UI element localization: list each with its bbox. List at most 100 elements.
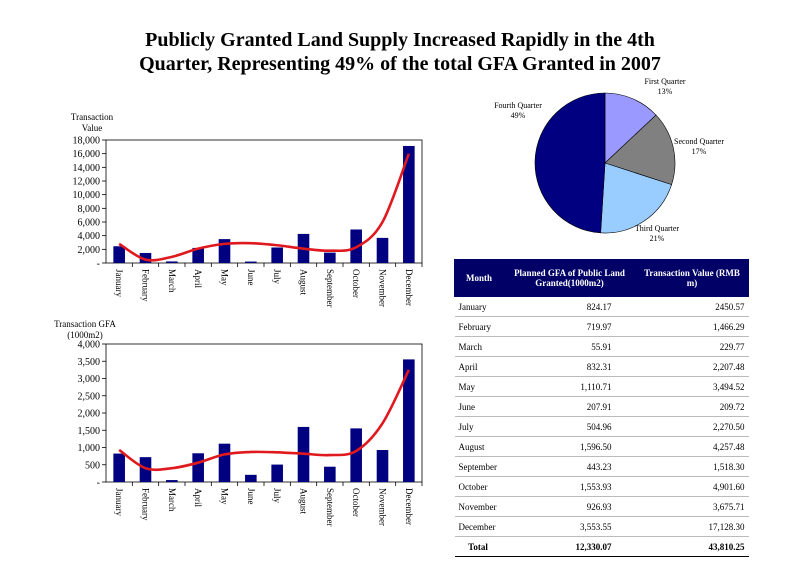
gfa-cell: 926.93 — [503, 496, 636, 517]
pie-slice — [534, 92, 606, 234]
gfa-cell: 824.17 — [503, 296, 636, 317]
value-ytick-label: 4,000 — [78, 231, 101, 242]
month-cell: May — [454, 376, 504, 397]
value-xtick-label: June — [246, 269, 256, 286]
pie-slice — [604, 114, 676, 186]
value-xtick-label: April — [193, 269, 203, 288]
value-cell: 43,810.25 — [635, 536, 749, 557]
gfa-cell: 719.97 — [503, 316, 636, 337]
transaction-value-chart: Transaction Value - 2,000 4,000 6,000 8,000 1… — [71, 112, 423, 308]
month-cell: January — [454, 296, 504, 317]
table-row: October 1,553.93 4,901.60 — [454, 476, 749, 497]
value-ytick-label: 14,000 — [73, 163, 101, 174]
month-cell: March — [454, 336, 504, 357]
value-cell: 3,675.71 — [635, 496, 749, 517]
gfa-xtick-label: July — [272, 488, 282, 504]
value-xtick-label: March — [167, 269, 177, 293]
gfa-xtick-label: December — [404, 488, 414, 525]
value-xtick-label: February — [141, 269, 151, 302]
table-row: April 832.31 2,207.48 — [454, 356, 749, 377]
gfa-trend-line — [118, 369, 410, 472]
value-bar — [245, 261, 257, 263]
pie-slice-percent-label: 17% — [692, 147, 707, 156]
page-title: Publicly Granted Land Supply Increased R… — [0, 28, 800, 76]
pie-slice-percent-label: 21% — [650, 234, 665, 243]
value-cell: 17,128.30 — [635, 516, 749, 537]
gfa-bar — [166, 480, 178, 482]
gfa-bar — [376, 450, 389, 482]
value-cell: 2,270.50 — [635, 416, 749, 437]
gfa-cell: 832.31 — [503, 356, 636, 377]
pie-slice-name-label: First Quarter — [644, 77, 685, 86]
value-cell: 4,257.48 — [635, 436, 749, 457]
value-cell: 4,901.60 — [635, 476, 749, 497]
value-xtick-label: December — [404, 269, 414, 306]
pie-slice-percent-label: 13% — [658, 87, 673, 96]
gfa-xtick-label: March — [167, 488, 177, 512]
transaction-gfa-chart: Transaction GFA (1000m2) - 500 1,000 1,500 2… — [54, 319, 423, 527]
table-row: June 207.91 209.72 — [454, 396, 749, 417]
value-bar — [113, 246, 125, 263]
value-ylabel-line1: Transaction — [71, 112, 114, 122]
gfa-cell: 504.96 — [503, 416, 636, 437]
gfa-bar — [139, 457, 152, 482]
table-total-row: Total 12,330.07 43,810.25 — [454, 536, 749, 557]
value-cell: 1,518.30 — [635, 456, 749, 477]
value-cell: 2450.57 — [635, 296, 749, 317]
gfa-xtick-label: January — [114, 488, 124, 516]
value-bar — [324, 252, 336, 263]
table-row: February 719.97 1,466.29 — [454, 316, 749, 337]
month-cell: February — [454, 316, 504, 337]
gfa-xtick-label: October — [351, 488, 361, 517]
month-cell: Total — [454, 536, 504, 557]
table-header-row: Month Planned GFA of Public Land Granted… — [454, 259, 749, 297]
value-cell: 1,466.29 — [635, 316, 749, 337]
gfa-xtick-label: May — [220, 488, 230, 505]
value-ytick-label: 16,000 — [73, 149, 101, 160]
value-xtick-label: October — [351, 269, 361, 298]
gfa-xtick-label: February — [141, 488, 151, 521]
value-cell: 3,494.52 — [635, 376, 749, 397]
month-cell: November — [454, 496, 504, 517]
value-xtick-label: July — [272, 269, 282, 285]
value-bar — [403, 145, 415, 263]
gfa-ytick-label: 1,500 — [78, 426, 101, 437]
table-row: January 824.17 2450.57 — [454, 296, 749, 317]
gfa-plot-frame — [105, 343, 423, 483]
gfa-ytick-label: - — [97, 478, 100, 489]
gfa-ytick-label: 4,000 — [78, 340, 101, 351]
gfa-ytick-label: 2,000 — [78, 409, 101, 420]
value-bar — [376, 237, 389, 263]
table-row: July 504.96 2,270.50 — [454, 416, 749, 437]
gfa-ytick-label: 3,000 — [78, 374, 101, 385]
pie-slice-name-label: Second Quarter — [674, 137, 724, 146]
month-cell: October — [454, 476, 504, 497]
value-xtick-label: September — [325, 269, 335, 308]
gfa-bar — [113, 453, 125, 482]
gfa-bar — [350, 428, 362, 482]
pie-slice-name-label: Third Quarter — [635, 224, 680, 233]
gfa-xtick-label: April — [193, 488, 203, 507]
header-month: Month — [454, 259, 504, 297]
pie-slice — [604, 92, 657, 164]
gfa-bar — [245, 474, 257, 482]
value-xtick-label: November — [378, 269, 388, 307]
value-bar — [192, 247, 204, 263]
gfa-xtick-label: August — [299, 488, 309, 515]
gfa-cell: 3,553.55 — [503, 516, 636, 537]
title-line-2: Quarter, Representing 49% of the total G… — [139, 53, 661, 75]
gfa-bar — [218, 443, 231, 482]
value-xtick-label: January — [114, 269, 124, 297]
pie-slice — [600, 162, 672, 234]
gfa-ytick-label: 2,500 — [78, 391, 101, 402]
month-cell: July — [454, 416, 504, 437]
gfa-cell: 1,110.71 — [503, 376, 636, 397]
pie-slice-percent-label: 49% — [511, 111, 526, 120]
monthly-data-table: Month Planned GFA of Public Land Granted… — [454, 259, 749, 557]
gfa-cell: 1,596.50 — [503, 436, 636, 457]
table-row: March 55.91 229.77 — [454, 336, 749, 357]
value-xtick-label: August — [299, 269, 309, 296]
gfa-ytick-label: 1,000 — [78, 443, 101, 454]
gfa-cell: 12,330.07 — [503, 536, 636, 557]
